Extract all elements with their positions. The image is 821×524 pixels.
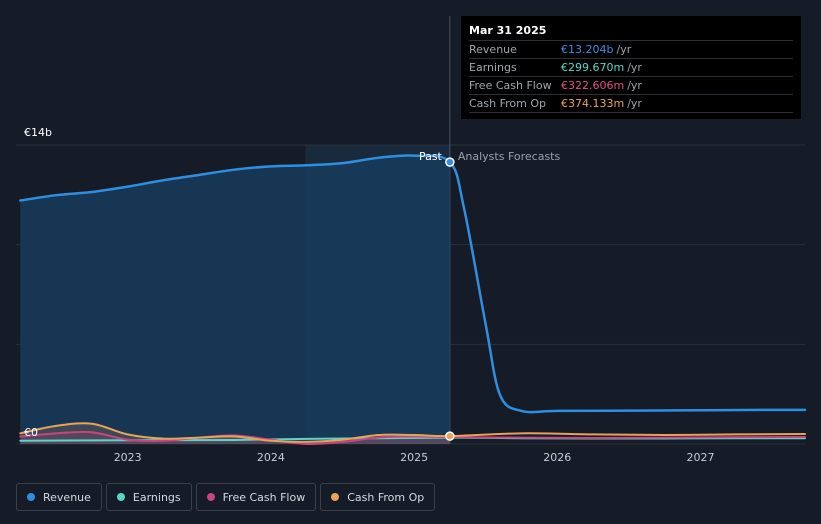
revenue-dot-icon [27, 493, 35, 501]
cash-from-op-dot-icon [331, 493, 340, 501]
revenue-past-area [20, 155, 450, 444]
forecast-label: Analysts Forecasts [458, 150, 561, 163]
cfo-line [19, 422, 806, 443]
tooltip-value: €374.133m [561, 97, 625, 110]
x-tick-label: 2024 [257, 451, 285, 464]
tooltip-unit: /yr [627, 79, 642, 92]
chart-legend: Revenue Earnings Free Cash Flow Cash Fro… [16, 483, 436, 511]
x-tick-label: 2027 [686, 451, 714, 464]
tooltip-unit: /yr [627, 97, 642, 110]
tooltip-label: Cash From Op [469, 97, 547, 110]
tooltip-label: Earnings [469, 61, 517, 74]
legend-label: Cash From Op [347, 490, 425, 504]
tooltip-label: Free Cash Flow [469, 79, 552, 92]
revenue-marker [445, 157, 455, 167]
tooltip-date: Mar 31 2025 [469, 24, 547, 37]
tooltip-value: €13.204b [561, 43, 614, 56]
tooltip-row-cash-from-op: Cash From Op €374.133m /yr [469, 94, 793, 113]
legend-label: Free Cash Flow [222, 490, 306, 504]
x-tick-label: 2023 [114, 451, 142, 464]
earnings-dot-icon [116, 493, 125, 501]
revenue-line [19, 154, 807, 414]
y-tick-label: €0 [24, 426, 38, 439]
tooltip-row-earnings: Earnings €299.670m /yr [469, 58, 793, 76]
tooltip-unit: /yr [627, 61, 642, 74]
legend-item-cash-from-op[interactable]: Cash From Op [320, 483, 436, 511]
legend-item-free-cash-flow[interactable]: Free Cash Flow [195, 483, 317, 511]
y-tick-label: €14b [24, 126, 52, 139]
x-tick-label: 2026 [543, 451, 571, 464]
cash-from-op-marker [445, 431, 455, 441]
legend-label: Earnings [132, 490, 181, 504]
tooltip-panel: Mar 31 2025 Revenue €13.204b /yr Earning… [461, 16, 801, 119]
legend-item-revenue[interactable]: Revenue [16, 483, 102, 511]
tooltip-row-free-cash-flow: Free Cash Flow €322.606m /yr [469, 76, 793, 94]
tooltip-value: €322.606m [561, 79, 625, 92]
fcf-line [19, 430, 806, 446]
tooltip-value: €299.670m [561, 61, 625, 74]
tooltip-label: Revenue [469, 43, 517, 56]
tooltip-row-revenue: Revenue €13.204b /yr [469, 40, 793, 58]
legend-label: Revenue [43, 490, 91, 504]
past-label: Past [419, 150, 443, 163]
x-tick-label: 2025 [400, 451, 428, 464]
free-cash-flow-dot-icon [206, 493, 215, 501]
tooltip-unit: /yr [616, 43, 632, 56]
legend-item-earnings[interactable]: Earnings [105, 483, 192, 511]
